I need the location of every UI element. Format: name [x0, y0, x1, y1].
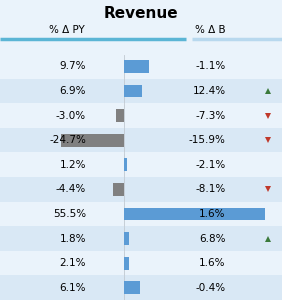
Bar: [0, 128, 282, 152]
Bar: [0, 275, 282, 300]
Text: 6.8%: 6.8%: [199, 233, 226, 244]
Bar: [124, 208, 265, 220]
Text: 6.9%: 6.9%: [60, 86, 86, 96]
Text: -4.4%: -4.4%: [56, 184, 86, 194]
Bar: [0, 202, 282, 226]
Bar: [0, 103, 282, 128]
Text: 1.2%: 1.2%: [60, 160, 86, 170]
Bar: [0, 79, 282, 103]
Bar: [124, 85, 142, 98]
Text: 9.7%: 9.7%: [60, 61, 86, 71]
Text: -3.0%: -3.0%: [56, 111, 86, 121]
Text: 1.6%: 1.6%: [199, 258, 226, 268]
Text: -8.1%: -8.1%: [195, 184, 226, 194]
Text: 6.1%: 6.1%: [60, 283, 86, 293]
Bar: [0, 251, 282, 275]
Bar: [0, 54, 282, 79]
Text: 1.6%: 1.6%: [199, 209, 226, 219]
Text: -7.3%: -7.3%: [195, 111, 226, 121]
Text: Revenue: Revenue: [104, 6, 178, 21]
Text: 1.8%: 1.8%: [60, 233, 86, 244]
Bar: [113, 183, 124, 196]
Text: -2.1%: -2.1%: [195, 160, 226, 170]
Bar: [0, 152, 282, 177]
Bar: [124, 232, 129, 245]
Text: -24.7%: -24.7%: [49, 135, 86, 145]
Text: 55.5%: 55.5%: [53, 209, 86, 219]
Text: -0.4%: -0.4%: [195, 283, 226, 293]
Text: % Δ PY: % Δ PY: [49, 25, 85, 35]
Bar: [124, 257, 129, 269]
Text: % Δ B: % Δ B: [195, 25, 226, 35]
Bar: [61, 134, 124, 147]
Bar: [0, 226, 282, 251]
Text: -1.1%: -1.1%: [195, 61, 226, 71]
Bar: [124, 281, 140, 294]
Bar: [0, 177, 282, 202]
Bar: [124, 158, 127, 171]
Bar: [124, 60, 149, 73]
Text: -15.9%: -15.9%: [189, 135, 226, 145]
Bar: [116, 109, 124, 122]
Text: 12.4%: 12.4%: [193, 86, 226, 96]
Text: 2.1%: 2.1%: [60, 258, 86, 268]
